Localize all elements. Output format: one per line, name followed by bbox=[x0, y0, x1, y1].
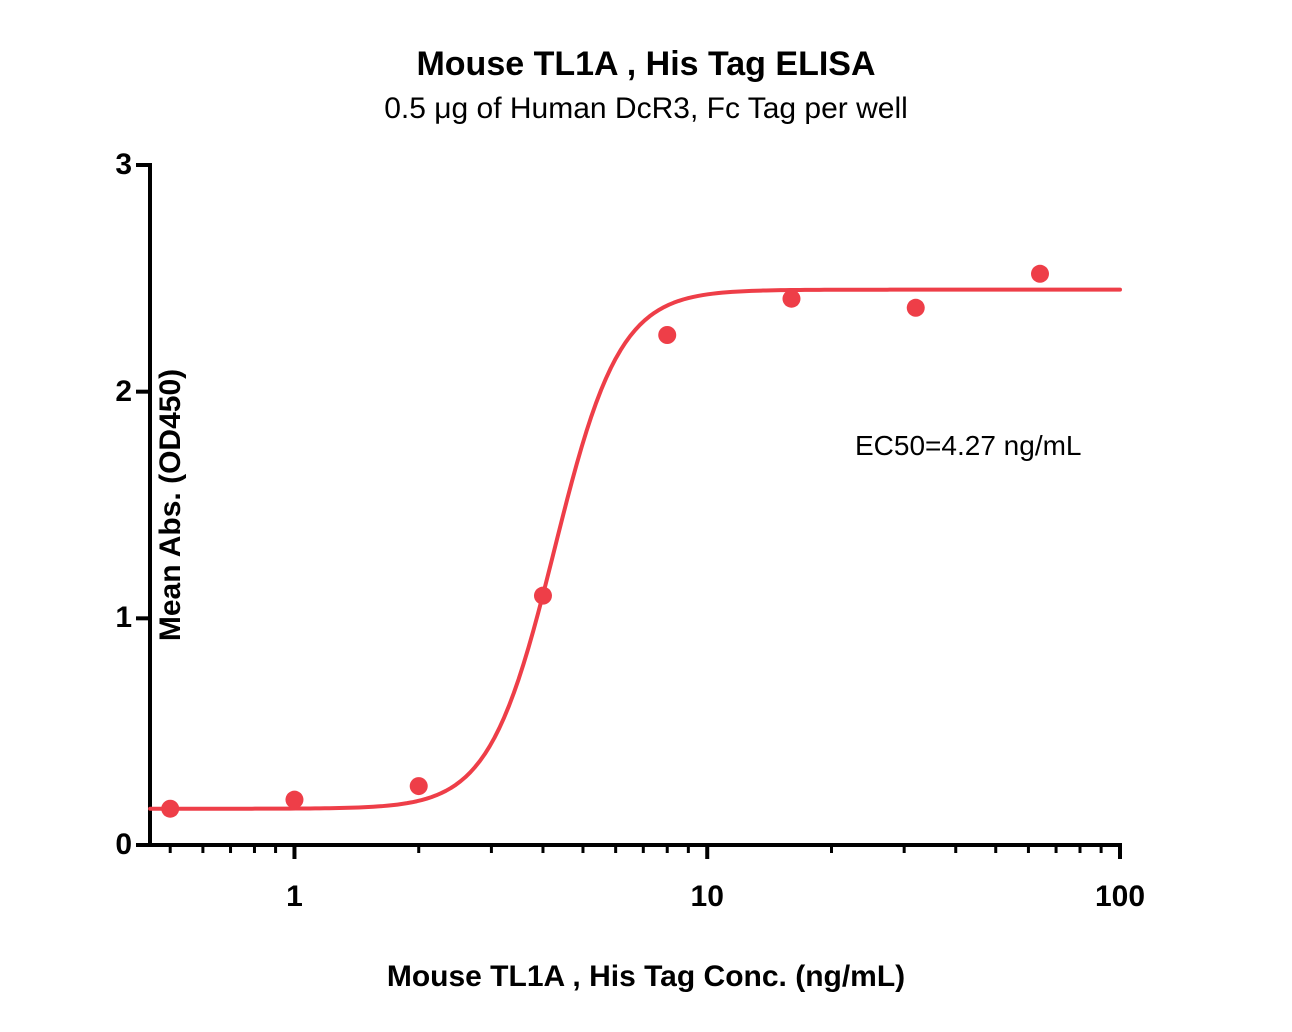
x-tick-label: 10 bbox=[691, 880, 724, 914]
plot-area bbox=[150, 165, 1120, 845]
plot-svg bbox=[150, 165, 1120, 845]
x-tick-label: 1 bbox=[286, 880, 303, 914]
y-tick-label: 1 bbox=[115, 601, 132, 635]
x-tick-label: 100 bbox=[1095, 880, 1145, 914]
y-tick-label: 0 bbox=[115, 828, 132, 862]
elisa-chart-container: Mouse TL1A , His Tag ELISA 0.5 μg of Hum… bbox=[0, 0, 1292, 1032]
chart-title-sub: 0.5 μg of Human DcR3, Fc Tag per well bbox=[0, 92, 1292, 126]
y-tick-label: 3 bbox=[115, 148, 132, 182]
chart-title-main: Mouse TL1A , His Tag ELISA bbox=[0, 45, 1292, 84]
y-tick-label: 2 bbox=[115, 375, 132, 409]
x-axis-label: Mouse TL1A , His Tag Conc. (ng/mL) bbox=[0, 960, 1292, 994]
